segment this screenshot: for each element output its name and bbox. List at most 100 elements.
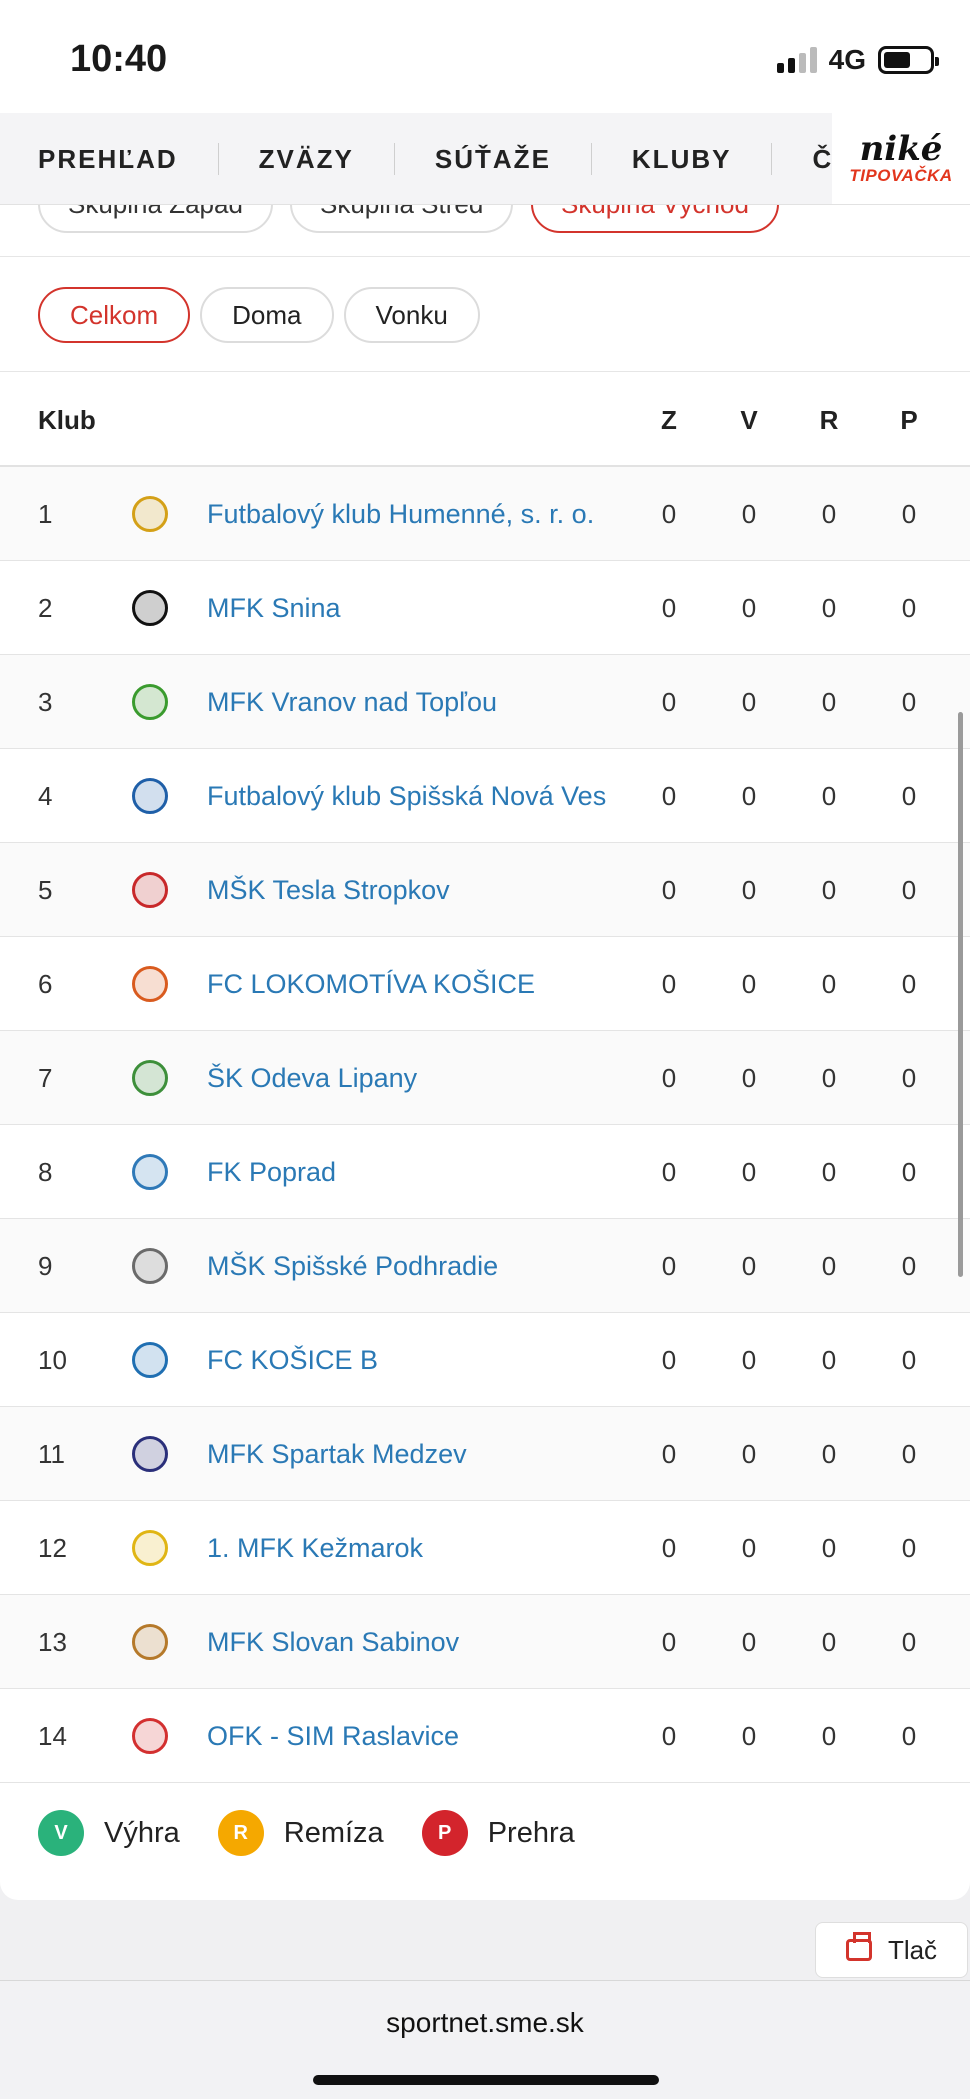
row-p: 0 bbox=[901, 1533, 917, 1563]
legend-win: V Výhra bbox=[38, 1810, 180, 1856]
row-z: 0 bbox=[661, 1439, 677, 1469]
row-rank: 11 bbox=[38, 1439, 65, 1469]
table-row[interactable]: 1 Futbalový klub Humenné, s. r. o. 0 0 0 0 bbox=[0, 467, 970, 561]
row-p: 0 bbox=[901, 1157, 917, 1187]
club-name-link[interactable]: MFK Snina bbox=[207, 593, 341, 623]
group-tab-zapad[interactable]: Skupina Západ bbox=[38, 205, 273, 233]
row-v: 0 bbox=[741, 781, 757, 811]
row-r: 0 bbox=[821, 1063, 837, 1093]
row-r: 0 bbox=[821, 1627, 837, 1657]
legend-draw-badge: R bbox=[217, 1810, 264, 1856]
row-z: 0 bbox=[661, 781, 677, 811]
row-r: 0 bbox=[821, 687, 837, 717]
row-p: 0 bbox=[901, 1439, 917, 1469]
row-rank: 1 bbox=[38, 499, 53, 529]
club-name-link[interactable]: FC LOKOMOTÍVA KOŠICE bbox=[207, 969, 536, 999]
club-crest-icon bbox=[132, 1624, 168, 1660]
print-label: Tlač bbox=[887, 1934, 938, 1965]
club-name-link[interactable]: MFK Vranov nad Topľou bbox=[207, 687, 498, 717]
nav-item-zvazy[interactable]: ZVÄZY bbox=[217, 143, 394, 175]
club-name-link[interactable]: Futbalový klub Spišská Nová Ves bbox=[207, 781, 607, 811]
legend-loss-label: Prehra bbox=[487, 1816, 575, 1849]
nav-item-prehlad[interactable]: PREHĽAD bbox=[38, 144, 178, 174]
club-name-link[interactable]: FC KOŠICE B bbox=[207, 1345, 379, 1375]
sponsor-logo[interactable]: niké TIPOVAČKA bbox=[832, 113, 970, 204]
club-name-link[interactable]: MŠK Tesla Stropkov bbox=[207, 875, 450, 905]
row-r: 0 bbox=[821, 1721, 837, 1751]
table-row[interactable]: 13 MFK Slovan Sabinov 0 0 0 0 bbox=[0, 1595, 970, 1689]
header-v: V bbox=[740, 405, 758, 435]
header-z: Z bbox=[661, 405, 677, 435]
row-z: 0 bbox=[661, 969, 677, 999]
header-club: Klub bbox=[38, 405, 96, 435]
row-r: 0 bbox=[821, 1157, 837, 1187]
table-row[interactable]: 4 Futbalový klub Spišská Nová Ves 0 0 0 0 bbox=[0, 749, 970, 843]
network-label: 4G bbox=[828, 44, 866, 75]
print-button[interactable]: Tlač bbox=[815, 1922, 968, 1978]
row-r: 0 bbox=[821, 875, 837, 905]
club-name-link[interactable]: MFK Slovan Sabinov bbox=[207, 1627, 460, 1657]
club-crest-icon bbox=[132, 1154, 168, 1190]
group-tab-stred[interactable]: Skupina Stred bbox=[290, 205, 514, 233]
row-p: 0 bbox=[901, 1063, 917, 1093]
row-rank: 13 bbox=[38, 1627, 67, 1657]
row-p: 0 bbox=[901, 1345, 917, 1375]
table-row[interactable]: 7 ŠK Odeva Lipany 0 0 0 0 bbox=[0, 1031, 970, 1125]
filter-celkom[interactable]: Celkom bbox=[38, 287, 191, 343]
row-z: 0 bbox=[661, 1533, 677, 1563]
row-v: 0 bbox=[741, 1439, 757, 1469]
club-crest-icon bbox=[132, 1342, 168, 1378]
row-r: 0 bbox=[821, 499, 837, 529]
browser-url[interactable]: sportnet.sme.sk bbox=[386, 2007, 584, 2038]
legend: V Výhra R Remíza P Prehra bbox=[38, 1810, 613, 1856]
status-time: 10:40 bbox=[70, 38, 168, 80]
row-r: 0 bbox=[821, 781, 837, 811]
club-name-link[interactable]: MŠK Spišské Podhradie bbox=[207, 1251, 499, 1281]
club-name-link[interactable]: ŠK Odeva Lipany bbox=[207, 1063, 418, 1093]
table-row[interactable]: 3 MFK Vranov nad Topľou 0 0 0 0 bbox=[0, 655, 970, 749]
club-crest-icon bbox=[132, 872, 168, 908]
club-crest-icon bbox=[132, 1718, 168, 1754]
row-p: 0 bbox=[901, 687, 917, 717]
row-z: 0 bbox=[661, 499, 677, 529]
row-v: 0 bbox=[741, 499, 757, 529]
header-p: P bbox=[900, 405, 918, 435]
club-name-link[interactable]: MFK Spartak Medzev bbox=[207, 1439, 467, 1469]
table-row[interactable]: 2 MFK Snina 0 0 0 0 bbox=[0, 561, 970, 655]
table-row[interactable]: 9 MŠK Spišské Podhradie 0 0 0 0 bbox=[0, 1219, 970, 1313]
row-z: 0 bbox=[661, 687, 677, 717]
group-tab-vychod[interactable]: Skupina Východ bbox=[531, 205, 779, 233]
table-row[interactable]: 8 FK Poprad 0 0 0 0 bbox=[0, 1125, 970, 1219]
scrollbar[interactable] bbox=[958, 712, 963, 1277]
club-name-link[interactable]: Futbalový klub Humenné, s. r. o. bbox=[207, 499, 595, 529]
row-z: 0 bbox=[661, 1063, 677, 1093]
nav-item-kluby[interactable]: KLUBY bbox=[590, 143, 772, 175]
club-name-link[interactable]: FK Poprad bbox=[207, 1157, 337, 1187]
table-row[interactable]: 11 MFK Spartak Medzev 0 0 0 0 bbox=[0, 1407, 970, 1501]
table-row[interactable]: 12 1. MFK Kežmarok 0 0 0 0 bbox=[0, 1501, 970, 1595]
row-r: 0 bbox=[821, 1439, 837, 1469]
home-indicator bbox=[313, 2075, 659, 2085]
club-crest-icon bbox=[132, 1060, 168, 1096]
row-p: 0 bbox=[901, 1251, 917, 1281]
club-crest-icon bbox=[132, 778, 168, 814]
table-row[interactable]: 14 OFK - SIM Raslavice 0 0 0 0 bbox=[0, 1689, 970, 1783]
table-row[interactable]: 10 FC KOŠICE B 0 0 0 0 bbox=[0, 1313, 970, 1407]
legend-win-badge: V bbox=[38, 1810, 84, 1856]
filter-vonku[interactable]: Vonku bbox=[343, 287, 480, 343]
table-row[interactable]: 6 FC LOKOMOTÍVA KOŠICE 0 0 0 0 bbox=[0, 937, 970, 1031]
signal-icon bbox=[776, 47, 817, 73]
row-rank: 4 bbox=[38, 781, 53, 811]
nav-item-sutaze[interactable]: SÚŤAŽE bbox=[393, 143, 591, 175]
club-name-link[interactable]: OFK - SIM Raslavice bbox=[207, 1721, 460, 1751]
filter-doma[interactable]: Doma bbox=[200, 287, 334, 343]
sponsor-tagline: TIPOVAČKA bbox=[849, 166, 953, 185]
row-r: 0 bbox=[821, 1345, 837, 1375]
club-crest-icon bbox=[132, 496, 168, 532]
club-name-link[interactable]: 1. MFK Kežmarok bbox=[207, 1533, 424, 1563]
row-v: 0 bbox=[741, 593, 757, 623]
row-v: 0 bbox=[741, 1721, 757, 1751]
table-row[interactable]: 5 MŠK Tesla Stropkov 0 0 0 0 bbox=[0, 843, 970, 937]
printer-icon bbox=[845, 1932, 872, 1961]
row-rank: 6 bbox=[38, 969, 53, 999]
